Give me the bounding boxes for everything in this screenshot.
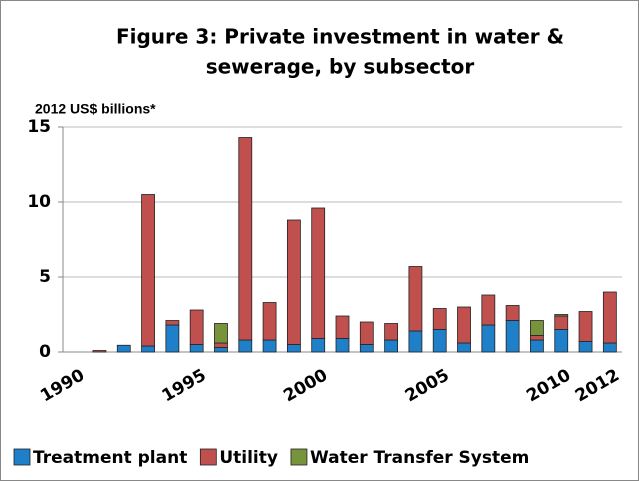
bar-segment	[165, 320, 180, 326]
bar-segment	[141, 194, 155, 347]
y-tick-label: 5	[39, 267, 51, 287]
legend-label: Treatment plant	[33, 448, 187, 468]
bar-segment	[530, 335, 544, 341]
legend-swatch	[290, 448, 308, 466]
bar-segment	[116, 344, 131, 353]
bar-segment	[165, 324, 180, 353]
bar-segment	[214, 342, 228, 348]
bar-segment	[335, 338, 350, 353]
bar-segment	[432, 329, 447, 353]
bar-segment	[554, 314, 569, 317]
bar-segment	[311, 207, 326, 339]
bar-segment	[359, 321, 374, 345]
bar-segment	[214, 347, 228, 353]
bar-segment	[481, 294, 496, 326]
bar-segment	[578, 341, 593, 353]
bar-segment	[311, 338, 326, 353]
bar-segment	[335, 315, 350, 339]
legend-label: Water Transfer System	[310, 448, 529, 468]
bar-segment	[408, 266, 423, 332]
bar-segment	[214, 323, 228, 344]
bar-segment	[530, 339, 544, 353]
legend-swatch	[13, 448, 31, 466]
legend-swatch	[199, 448, 217, 466]
bar-segment	[359, 344, 374, 353]
y-tick-label: 15	[27, 117, 51, 137]
y-tick-label: 0	[39, 342, 51, 362]
bar-segment	[189, 309, 204, 345]
bar-segment	[238, 137, 253, 341]
bar-segment	[384, 323, 399, 341]
bar-segment	[384, 339, 399, 353]
bar-segment	[554, 315, 569, 330]
bar-segment	[141, 345, 155, 353]
bar-segment	[554, 329, 569, 353]
bar-segment	[481, 324, 496, 353]
bar-segment	[602, 342, 617, 353]
bar-segment	[457, 306, 471, 344]
chart-title: Figure 3: Private investment in water &	[116, 25, 564, 49]
bar-segment	[238, 339, 253, 353]
bar-segment	[262, 339, 277, 353]
bar-segment	[408, 330, 423, 353]
bar-segment	[578, 311, 593, 342]
chart-title: sewerage, by subsector	[206, 55, 475, 79]
bar-segment	[286, 219, 301, 345]
bar-segment	[457, 342, 471, 353]
bar-segment	[505, 320, 520, 353]
bar-segment	[92, 350, 107, 353]
bar-segment	[530, 320, 544, 336]
bar-segment	[505, 305, 520, 321]
legend-label: Utility	[219, 448, 278, 468]
y-tick-label: 10	[27, 192, 51, 212]
bar-segment	[189, 344, 204, 353]
bar-segment	[286, 344, 301, 353]
y-axis-label: 2012 US$ billions*	[35, 101, 156, 117]
bar-segment	[262, 302, 277, 341]
bar-segment	[602, 291, 617, 344]
bar-segment	[432, 308, 447, 330]
